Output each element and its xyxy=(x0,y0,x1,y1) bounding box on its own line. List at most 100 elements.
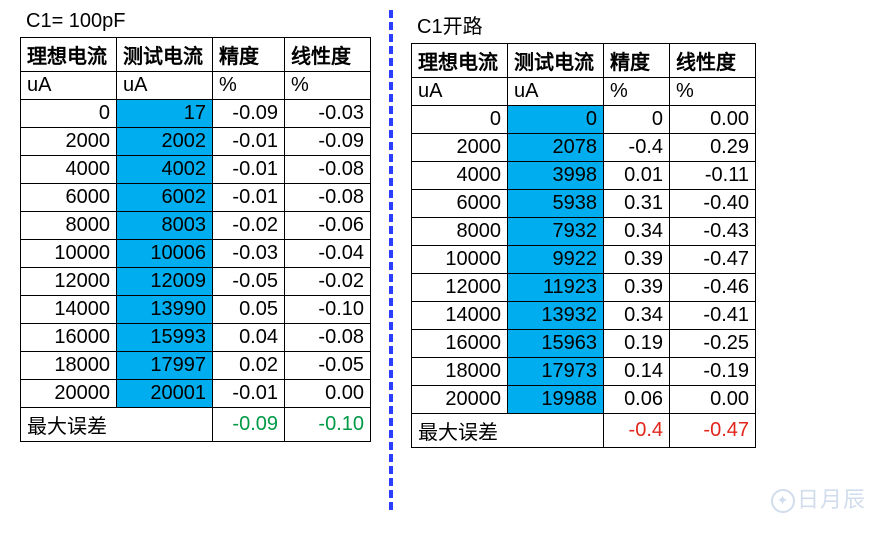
cell-ideal: 4000 xyxy=(412,162,508,190)
header-row: 理想电流 测试电流 精度 线性度 xyxy=(21,38,371,72)
cell-ideal: 6000 xyxy=(412,190,508,218)
col-ideal-header: 理想电流 xyxy=(21,38,117,72)
unit-row: uA uA % % xyxy=(412,78,756,106)
right-panel: C1开路 理想电流 测试电流 精度 线性度 uA uA % % 0000.002… xyxy=(411,10,756,448)
cell-prec: 0.02 xyxy=(213,352,285,380)
unit-prec: % xyxy=(213,72,285,100)
table-row: 18000179730.14-0.19 xyxy=(412,358,756,386)
cell-test: 2078 xyxy=(508,134,604,162)
footer-prec: -0.4 xyxy=(604,414,670,448)
cell-test: 12009 xyxy=(117,268,213,296)
cell-test: 11923 xyxy=(508,274,604,302)
table-row: 16000159630.19-0.25 xyxy=(412,330,756,358)
watermark-icon: ✦ xyxy=(771,489,795,513)
unit-lin: % xyxy=(285,72,371,100)
left-table: 理想电流 测试电流 精度 线性度 uA uA % % 017-0.09-0.03… xyxy=(20,37,371,442)
cell-ideal: 0 xyxy=(412,106,508,134)
cell-test: 15963 xyxy=(508,330,604,358)
unit-test: uA xyxy=(117,72,213,100)
cell-lin: -0.04 xyxy=(285,240,371,268)
footer-row: 最大误差 -0.09 -0.10 xyxy=(21,408,371,442)
tables-container: C1= 100pF 理想电流 测试电流 精度 线性度 uA uA % % 017… xyxy=(20,10,864,510)
cell-prec: 0.05 xyxy=(213,296,285,324)
cell-test: 7932 xyxy=(508,218,604,246)
cell-lin: -0.43 xyxy=(670,218,756,246)
cell-test: 5938 xyxy=(508,190,604,218)
cell-ideal: 2000 xyxy=(21,128,117,156)
cell-lin: -0.06 xyxy=(285,212,371,240)
cell-lin: -0.09 xyxy=(285,128,371,156)
cell-prec: 0.06 xyxy=(604,386,670,414)
cell-lin: -0.10 xyxy=(285,296,371,324)
col-prec-header: 精度 xyxy=(604,44,670,78)
cell-prec: -0.01 xyxy=(213,156,285,184)
cell-lin: -0.46 xyxy=(670,274,756,302)
cell-test: 17997 xyxy=(117,352,213,380)
table-row: 017-0.09-0.03 xyxy=(21,100,371,128)
cell-test: 13990 xyxy=(117,296,213,324)
right-title: C1开路 xyxy=(417,10,756,39)
cell-ideal: 10000 xyxy=(21,240,117,268)
footer-lin: -0.10 xyxy=(285,408,371,442)
cell-lin: 0.00 xyxy=(670,106,756,134)
cell-lin: -0.08 xyxy=(285,156,371,184)
table-row: 400039980.01-0.11 xyxy=(412,162,756,190)
watermark-text: 日月辰 xyxy=(797,487,866,512)
cell-prec: 0.31 xyxy=(604,190,670,218)
cell-prec: 0.39 xyxy=(604,274,670,302)
cell-lin: -0.03 xyxy=(285,100,371,128)
cell-ideal: 20000 xyxy=(412,386,508,414)
cell-lin: -0.41 xyxy=(670,302,756,330)
cell-test: 15993 xyxy=(117,324,213,352)
cell-prec: -0.01 xyxy=(213,184,285,212)
cell-ideal: 2000 xyxy=(412,134,508,162)
table-row: 60006002-0.01-0.08 xyxy=(21,184,371,212)
cell-lin: -0.47 xyxy=(670,246,756,274)
cell-ideal: 6000 xyxy=(21,184,117,212)
cell-prec: -0.01 xyxy=(213,128,285,156)
cell-prec: -0.03 xyxy=(213,240,285,268)
cell-lin: -0.40 xyxy=(670,190,756,218)
table-row: 1000099220.39-0.47 xyxy=(412,246,756,274)
col-test-header: 测试电流 xyxy=(117,38,213,72)
table-row: 1000010006-0.03-0.04 xyxy=(21,240,371,268)
cell-ideal: 20000 xyxy=(21,380,117,408)
unit-ideal: uA xyxy=(21,72,117,100)
cell-test: 2002 xyxy=(117,128,213,156)
cell-prec: 0 xyxy=(604,106,670,134)
cell-test: 17973 xyxy=(508,358,604,386)
footer-label: 最大误差 xyxy=(412,414,604,448)
cell-test: 17 xyxy=(117,100,213,128)
col-lin-header: 线性度 xyxy=(285,38,371,72)
unit-prec: % xyxy=(604,78,670,106)
watermark: ✦日月辰 xyxy=(771,482,866,514)
cell-prec: -0.01 xyxy=(213,380,285,408)
cell-lin: -0.05 xyxy=(285,352,371,380)
cell-lin: 0.00 xyxy=(670,386,756,414)
col-ideal-header: 理想电流 xyxy=(412,44,508,78)
cell-prec: 0.34 xyxy=(604,218,670,246)
cell-test: 19988 xyxy=(508,386,604,414)
footer-label: 最大误差 xyxy=(21,408,213,442)
cell-test: 8003 xyxy=(117,212,213,240)
cell-test: 13932 xyxy=(508,302,604,330)
cell-test: 3998 xyxy=(508,162,604,190)
divider xyxy=(371,10,411,510)
cell-ideal: 12000 xyxy=(21,268,117,296)
cell-test: 0 xyxy=(508,106,604,134)
cell-prec: -0.09 xyxy=(213,100,285,128)
cell-lin: -0.25 xyxy=(670,330,756,358)
unit-lin: % xyxy=(670,78,756,106)
cell-lin: 0.29 xyxy=(670,134,756,162)
cell-test: 10006 xyxy=(117,240,213,268)
cell-prec: 0.39 xyxy=(604,246,670,274)
table-row: 12000119230.39-0.46 xyxy=(412,274,756,302)
cell-ideal: 14000 xyxy=(412,302,508,330)
cell-test: 9922 xyxy=(508,246,604,274)
cell-prec: -0.4 xyxy=(604,134,670,162)
table-row: 16000159930.04-0.08 xyxy=(21,324,371,352)
cell-ideal: 12000 xyxy=(412,274,508,302)
cell-lin: 0.00 xyxy=(285,380,371,408)
col-prec-header: 精度 xyxy=(213,38,285,72)
cell-ideal: 8000 xyxy=(412,218,508,246)
